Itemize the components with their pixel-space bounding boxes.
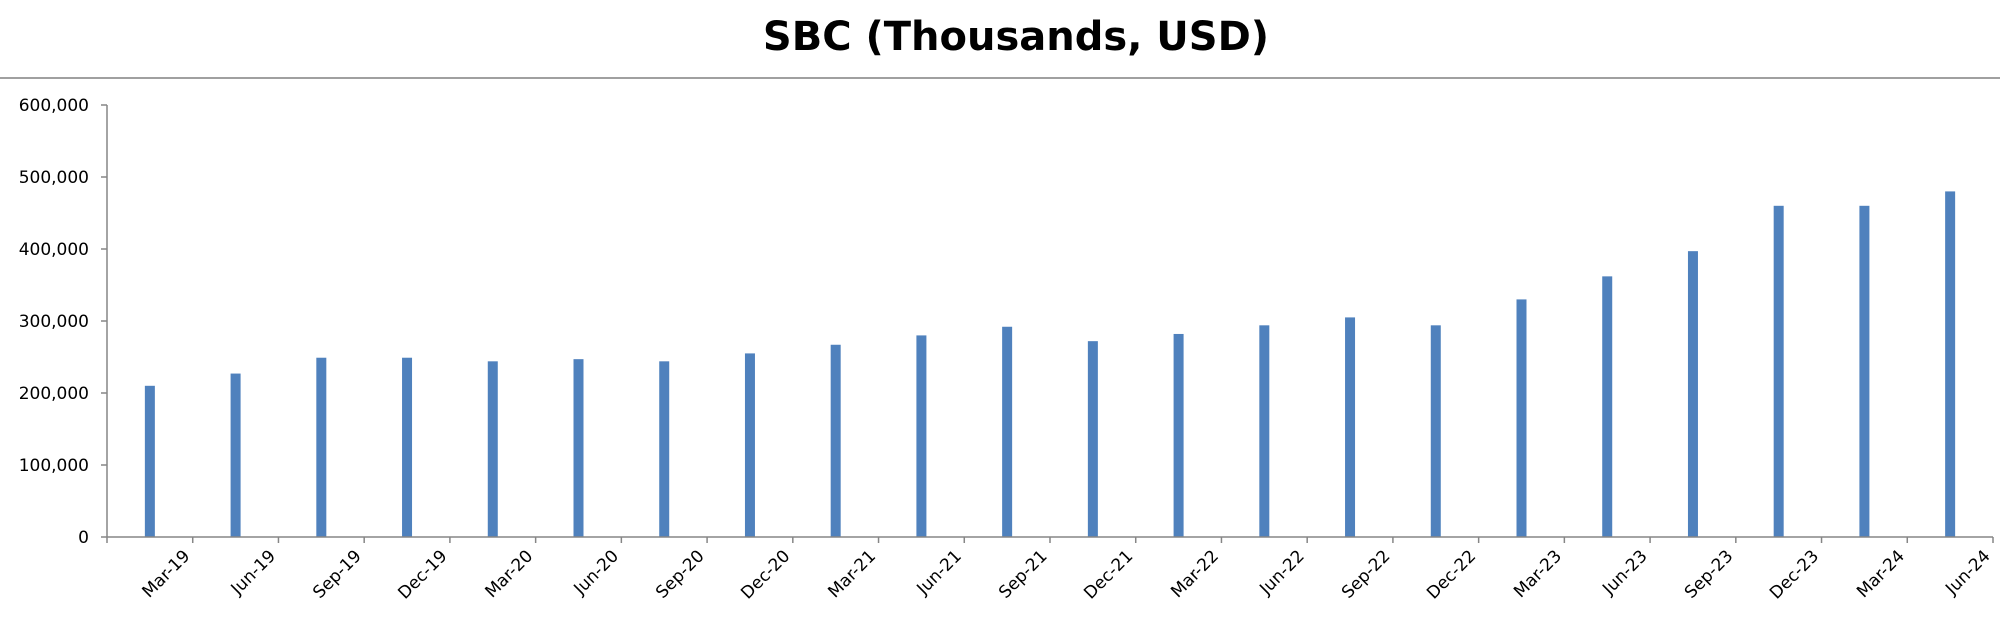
x-axis: Mar-19 Jun-19 Sep-19 Dec-19 Mar-20 Jun-20 Sep-… (106, 536, 1995, 603)
bar-dec-23 (1773, 205, 1784, 538)
x-tick-label: Mar-19 (139, 546, 195, 602)
y-tick-label: 400,000 (19, 240, 89, 260)
x-tick-label: Mar-24 (1853, 546, 1909, 602)
bar-dec-21 (1087, 341, 1098, 537)
x-tick-label: Jun-20 (570, 546, 623, 599)
x-tick-label: Sep-20 (652, 546, 708, 602)
x-tick-label: Jun-19 (227, 546, 280, 599)
bar-sep-22 (1345, 317, 1356, 537)
bars (144, 191, 1956, 538)
y-axis: 0 100,000 200,000 300,000 400,000 500,000 600,… (19, 96, 108, 548)
bar-jun-21 (916, 335, 927, 537)
bar-jun-22 (1259, 325, 1270, 537)
y-tick-label: 300,000 (19, 312, 89, 332)
x-tick-label: Dec-21 (1080, 546, 1137, 603)
y-tick-label: 0 (78, 528, 89, 548)
bar-mar-22 (1173, 333, 1184, 537)
x-tick-label: Mar-20 (481, 546, 537, 602)
bar-sep-21 (1002, 326, 1013, 537)
bar-mar-20 (487, 361, 498, 537)
x-tick-label: Jun-24 (1941, 546, 1994, 599)
bar-sep-23 (1687, 251, 1698, 537)
x-tick-label: Dec-20 (737, 546, 794, 603)
x-tick-label: Sep-22 (1338, 546, 1394, 602)
bar-jun-24 (1945, 191, 1956, 537)
bar-mar-24 (1859, 205, 1870, 538)
x-tick-label: Dec-19 (394, 546, 451, 603)
x-tick-label: Mar-22 (1167, 546, 1223, 602)
x-tick-label: Jun-23 (1598, 546, 1651, 599)
x-tick-label: Sep-21 (995, 546, 1051, 602)
x-tick-label: Dec-23 (1766, 546, 1823, 603)
bar-dec-19 (402, 357, 413, 537)
bar-jun-20 (573, 359, 584, 537)
x-tick-label: Mar-21 (824, 546, 880, 602)
bar-mar-23 (1516, 299, 1527, 537)
x-tick-label: Mar-23 (1510, 546, 1566, 602)
bar-dec-22 (1430, 325, 1441, 537)
bar-dec-20 (744, 353, 755, 537)
x-tick-label: Sep-19 (309, 546, 365, 602)
y-tick-label: 100,000 (19, 456, 89, 476)
y-tick-label: 500,000 (19, 168, 89, 188)
x-tick-label: Jun-21 (913, 546, 966, 599)
bar-mar-21 (830, 344, 841, 537)
bar-sep-20 (659, 361, 670, 537)
y-tick-label: 200,000 (19, 384, 89, 404)
chart-title: SBC (Thousands, USD) (763, 14, 1269, 60)
x-tick-label: Sep-23 (1681, 546, 1737, 602)
bar-sep-19 (316, 357, 327, 537)
bar-jun-19 (230, 373, 241, 537)
y-tick-label: 600,000 (19, 96, 89, 116)
bar-mar-19 (144, 385, 155, 537)
x-tick-label: Jun-22 (1255, 546, 1308, 599)
x-tick-label: Dec-22 (1423, 546, 1480, 603)
bar-jun-23 (1602, 276, 1613, 537)
